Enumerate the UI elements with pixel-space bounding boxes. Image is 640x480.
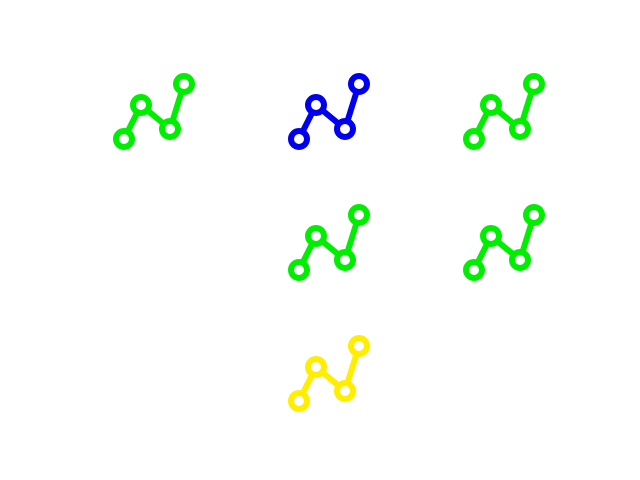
chart-node-2 xyxy=(130,94,152,116)
line-chart-icon xyxy=(463,204,545,281)
chart-node-1 xyxy=(113,128,135,150)
line-chart-icon xyxy=(288,73,370,150)
chart-node-2 xyxy=(305,94,327,116)
chart-node-4 xyxy=(523,204,545,226)
tile-green-r1-c3[interactable] xyxy=(455,65,545,155)
chart-node-3 xyxy=(334,380,356,402)
chart-node-1 xyxy=(463,128,485,150)
line-chart-icon xyxy=(288,335,370,412)
tile-yellow-r3-c2[interactable] xyxy=(280,327,370,417)
chart-node-2 xyxy=(480,94,502,116)
chart-node-3 xyxy=(509,249,531,271)
tile-blue-r1-c2[interactable] xyxy=(280,65,370,155)
chart-line xyxy=(296,214,362,272)
chart-node-4 xyxy=(348,73,370,95)
chart-node-1 xyxy=(288,259,310,281)
line-chart-icon xyxy=(463,73,545,150)
chart-node-4 xyxy=(348,335,370,357)
chart-line xyxy=(121,83,187,141)
chart-line xyxy=(471,214,537,272)
chart-line xyxy=(296,345,362,403)
chart-node-3 xyxy=(509,118,531,140)
chart-node-3 xyxy=(159,118,181,140)
line-chart-icon xyxy=(288,204,370,281)
chart-line xyxy=(471,83,537,141)
chart-node-3 xyxy=(334,118,356,140)
chart-node-4 xyxy=(348,204,370,226)
chart-node-2 xyxy=(305,356,327,378)
chart-node-1 xyxy=(288,128,310,150)
chart-node-1 xyxy=(463,259,485,281)
chart-node-2 xyxy=(305,225,327,247)
chart-node-2 xyxy=(480,225,502,247)
chart-node-4 xyxy=(173,73,195,95)
tile-green-r1-c1[interactable] xyxy=(105,65,195,155)
line-chart-icon xyxy=(113,73,195,150)
tile-green-r2-c3[interactable] xyxy=(455,196,545,286)
chart-node-4 xyxy=(523,73,545,95)
tile-green-r2-c2[interactable] xyxy=(280,196,370,286)
chart-node-3 xyxy=(334,249,356,271)
chart-line xyxy=(296,83,362,141)
chart-node-1 xyxy=(288,390,310,412)
